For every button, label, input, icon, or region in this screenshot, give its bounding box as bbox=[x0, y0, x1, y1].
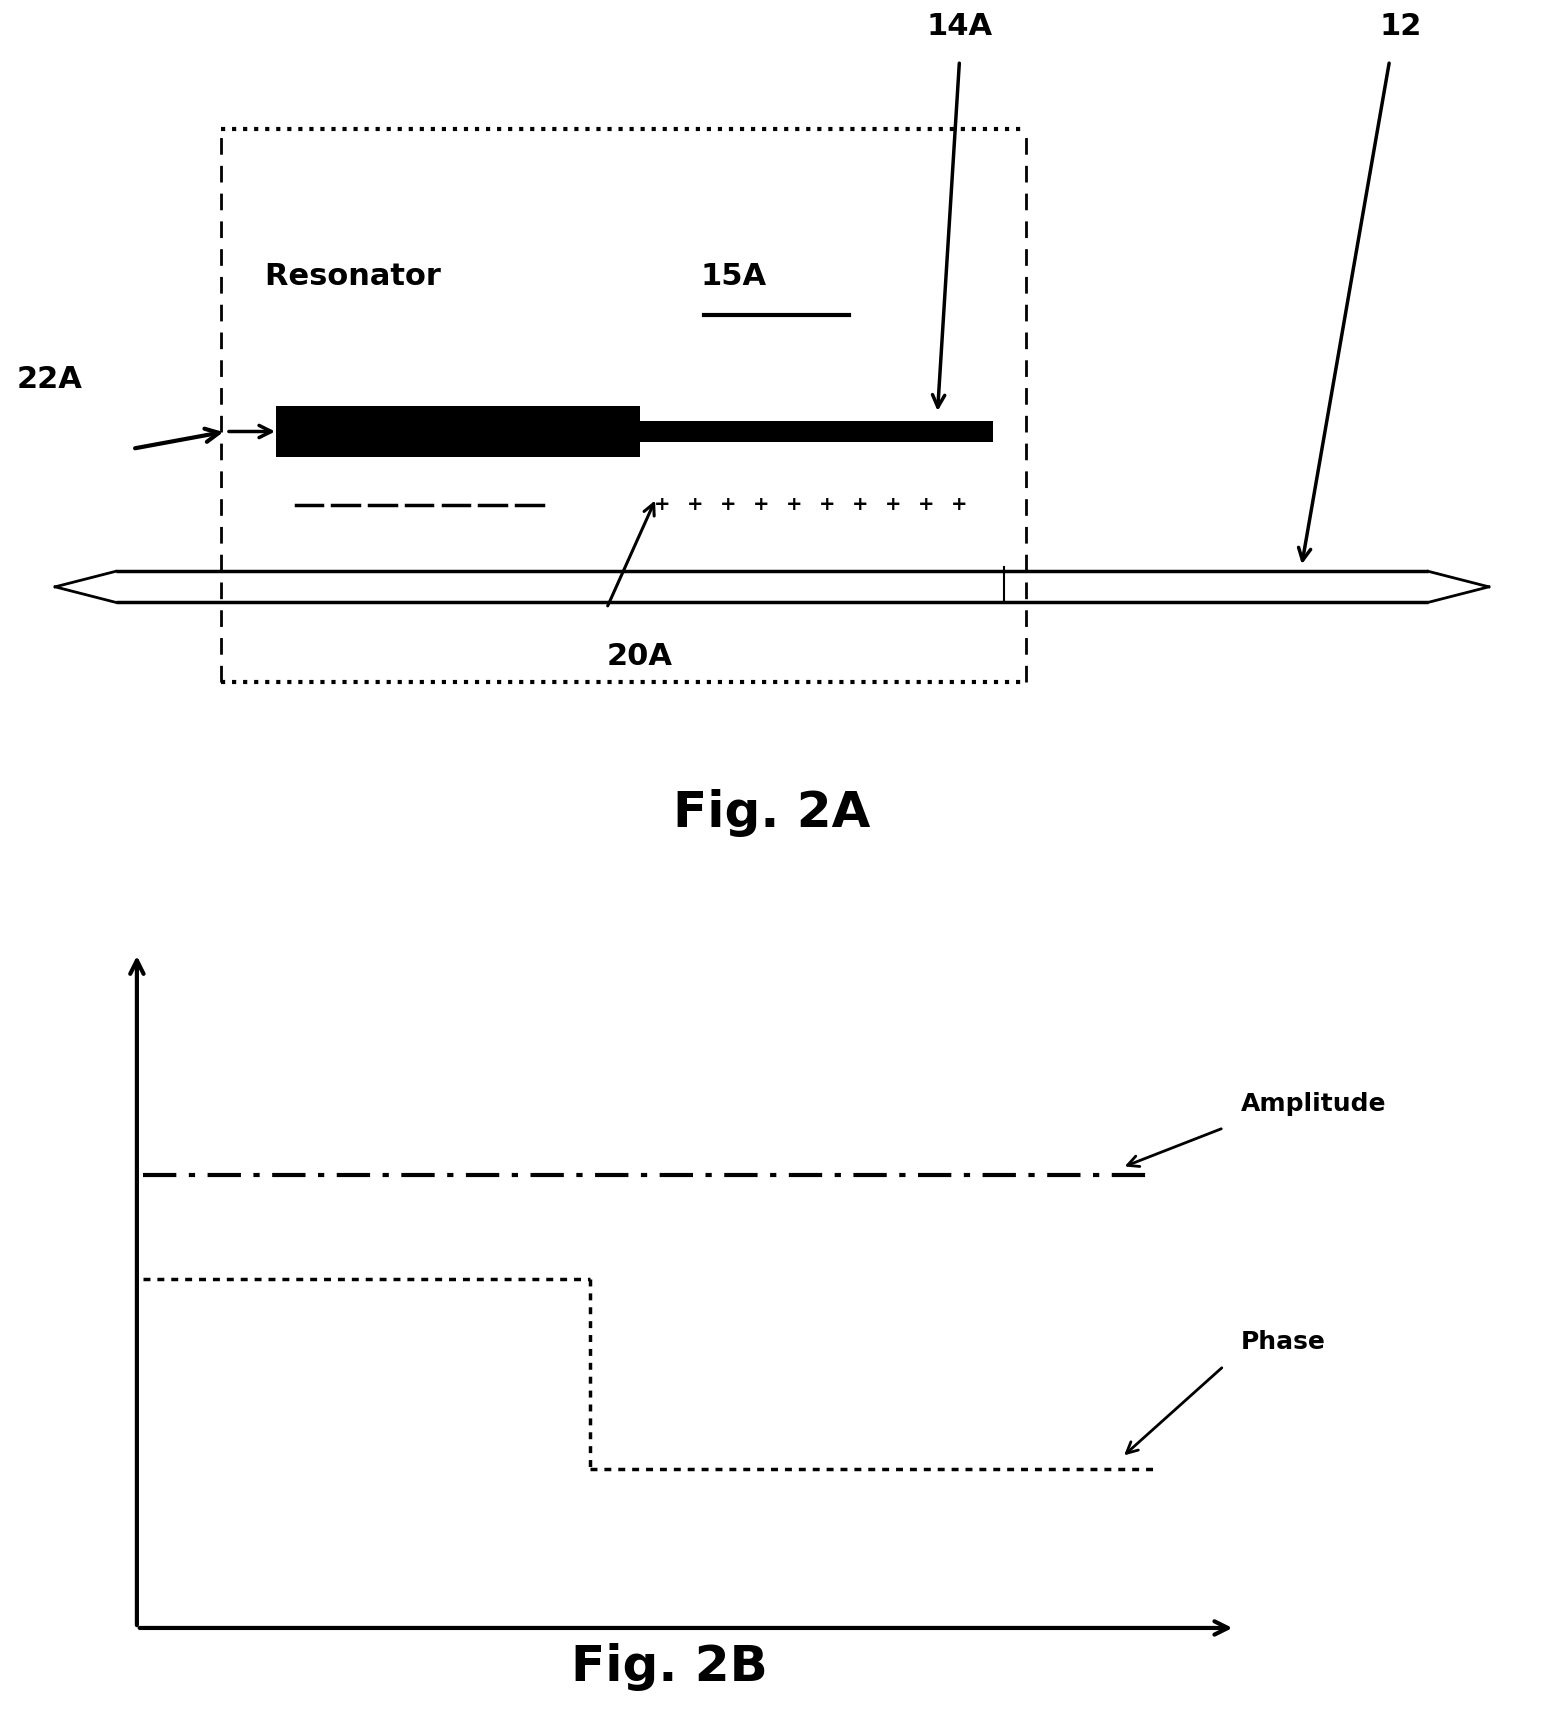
Text: Fig. 2A: Fig. 2A bbox=[673, 789, 871, 837]
Text: 22A: 22A bbox=[17, 366, 82, 394]
Text: +: + bbox=[852, 495, 868, 514]
Text: 20A: 20A bbox=[607, 642, 673, 670]
Text: +: + bbox=[885, 495, 902, 514]
Text: +: + bbox=[753, 495, 769, 514]
Text: +: + bbox=[687, 495, 703, 514]
Text: 14A: 14A bbox=[926, 12, 993, 40]
Bar bbox=[639, 421, 993, 442]
Text: Amplitude: Amplitude bbox=[1241, 1093, 1387, 1117]
Text: Resonator: Resonator bbox=[264, 262, 451, 290]
Text: Phase: Phase bbox=[1241, 1331, 1326, 1355]
Text: 15A: 15A bbox=[701, 262, 766, 290]
Text: +: + bbox=[818, 495, 835, 514]
Text: +: + bbox=[919, 495, 934, 514]
Text: +: + bbox=[653, 495, 670, 514]
Text: +: + bbox=[786, 495, 803, 514]
Text: +: + bbox=[720, 495, 736, 514]
Text: Fig. 2B: Fig. 2B bbox=[571, 1643, 767, 1691]
Bar bbox=[276, 406, 639, 457]
Text: 12: 12 bbox=[1379, 12, 1422, 40]
Text: +: + bbox=[951, 495, 968, 514]
